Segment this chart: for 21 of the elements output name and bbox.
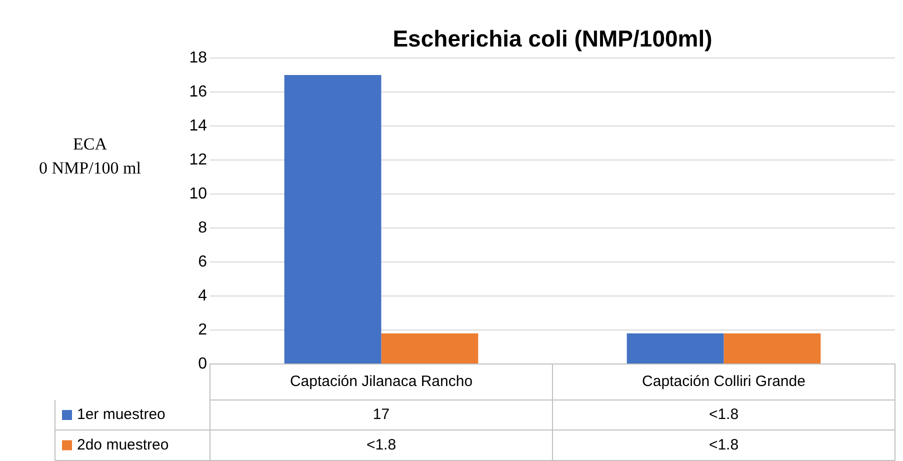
data-label: <1.8 [708, 406, 739, 424]
y-tick-label: 18 [189, 49, 208, 66]
text: ECA [73, 134, 108, 154]
y-tick-label: 14 [189, 117, 208, 134]
legend-label: 1er muestreo [77, 406, 166, 424]
data-label: <1.8 [708, 436, 739, 454]
x-tick-label: Captación Colliri Grande [642, 373, 806, 390]
y-tick-label: 10 [189, 185, 208, 202]
y-tick-label: 0 [198, 355, 208, 372]
text: 0 NMP/100 ml [38, 158, 142, 178]
y-tick-label: 8 [198, 219, 208, 236]
data-label: <1.8 [366, 436, 396, 454]
y-tick-label: 6 [198, 253, 208, 270]
legend-label: 2do muestreo [77, 436, 169, 454]
y-tick-label: 16 [189, 83, 208, 100]
y-tick-label: 12 [189, 151, 208, 168]
data-label: 17 [372, 406, 390, 424]
y-tick-label: 4 [198, 287, 208, 304]
y-tick-label: 2 [198, 321, 208, 338]
x-tick-label: Captación Jilanaca Rancho [290, 373, 473, 390]
chart-title: Escherichia coli (NMP/100ml) [392, 25, 712, 52]
